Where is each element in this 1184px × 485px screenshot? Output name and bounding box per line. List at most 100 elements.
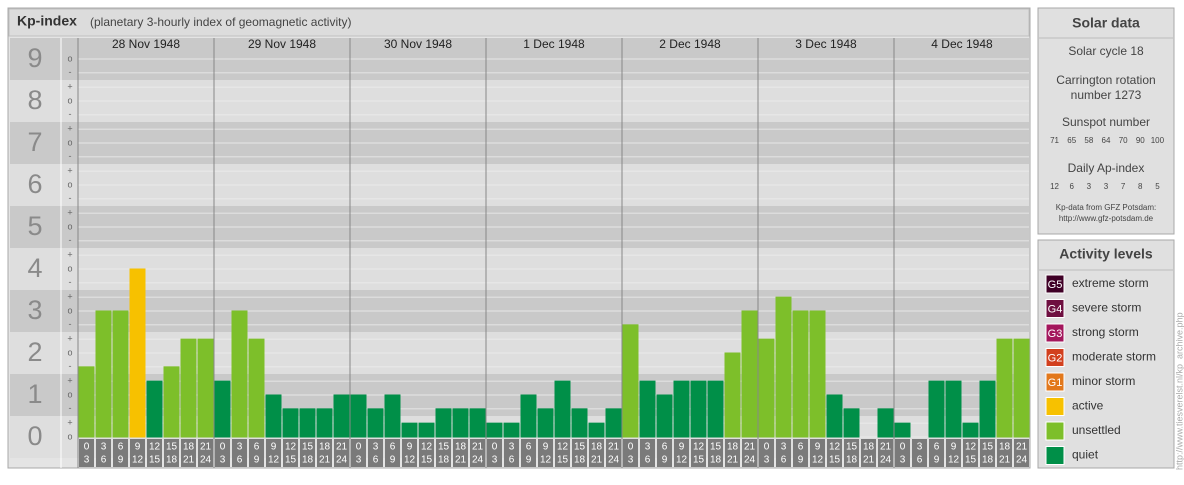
hour-label: 24	[200, 455, 212, 466]
bar	[741, 310, 758, 438]
bar	[401, 422, 418, 438]
legend-swatch	[1045, 299, 1065, 318]
hour-label: 18	[438, 455, 450, 466]
bar	[945, 380, 962, 438]
hour-label: 15	[302, 442, 314, 453]
hour-box	[691, 439, 706, 467]
bar	[673, 380, 690, 438]
hour-label: 15	[693, 455, 705, 466]
solar-value: 7	[1121, 182, 1126, 191]
bar	[95, 310, 112, 438]
hour-label: 3	[84, 455, 90, 466]
y-minor-label: +	[67, 250, 72, 260]
hour-label: 0	[764, 442, 770, 453]
hour-label: 12	[676, 455, 688, 466]
hour-label: 15	[965, 455, 977, 466]
hour-box	[470, 439, 485, 467]
hour-box	[555, 439, 570, 467]
legend-badge: G3	[1048, 328, 1063, 340]
hour-label: 0	[84, 442, 90, 453]
hour-label: 9	[543, 442, 549, 453]
y-tick-label: 5	[27, 211, 42, 241]
plot: 0123456789o+-o+-o+-o+-o+-o+-o+-o+-o+-o28…	[10, 37, 1030, 468]
bar	[724, 352, 741, 438]
hour-label: 9	[798, 455, 804, 466]
hour-box	[130, 439, 145, 467]
hour-box	[249, 439, 264, 467]
hour-label: 15	[166, 442, 178, 453]
hour-box	[742, 439, 757, 467]
levels-legend: G5 extreme storm G4 severe storm G3 strong st…	[1045, 274, 1156, 465]
y-tick-label: 0	[27, 421, 42, 451]
hour-label: 9	[390, 455, 396, 466]
hour-label: 18	[183, 442, 195, 453]
hour-label: 3	[917, 442, 923, 453]
hour-label: 15	[149, 455, 161, 466]
hour-label: 3	[373, 442, 379, 453]
solar-value: 6	[1069, 182, 1074, 191]
y-minor-label: +	[67, 334, 72, 344]
bar	[333, 394, 350, 438]
hour-label: 15	[438, 442, 450, 453]
hour-label: 21	[591, 455, 603, 466]
bar	[231, 310, 248, 438]
bar	[843, 408, 860, 438]
hour-label: 0	[492, 442, 498, 453]
hour-box	[164, 439, 179, 467]
bar	[214, 380, 231, 438]
hour-label: 6	[934, 442, 940, 453]
hour-label: 18	[710, 455, 722, 466]
hour-label: 0	[220, 442, 226, 453]
bar	[996, 338, 1013, 438]
bar	[112, 310, 129, 438]
hour-box	[861, 439, 876, 467]
hour-label: 21	[336, 442, 348, 453]
y-minor-label: +	[67, 292, 72, 302]
bar	[758, 338, 775, 438]
hour-box	[487, 439, 502, 467]
solar-value: 71	[1050, 136, 1059, 145]
hour-box	[79, 439, 94, 467]
bar	[537, 408, 554, 438]
legend-swatch	[1045, 323, 1065, 343]
hour-label: 9	[951, 442, 957, 453]
solar-value: 100	[1151, 136, 1165, 145]
hour-label: 21	[319, 455, 331, 466]
bar	[503, 422, 520, 438]
hour-box	[946, 439, 961, 467]
hour-label: 6	[917, 455, 923, 466]
chart-title: Kp-index	[17, 13, 77, 29]
hour-box	[266, 439, 281, 467]
source-text: Kp-data from GFZ Potsdam:	[1056, 203, 1156, 212]
hour-box	[232, 439, 247, 467]
solar-values: 71 65 58 64 70 90 100 12 6 3 3 7 8 5	[1050, 136, 1165, 191]
legend-badge: G4	[1048, 303, 1063, 315]
legend-badge: G1	[1048, 377, 1063, 389]
y-minor-label: o	[67, 95, 72, 105]
legend-label: strong storm	[1072, 325, 1139, 339]
hour-box	[113, 439, 128, 467]
hour-box	[215, 439, 230, 467]
solar-value: 90	[1136, 136, 1145, 145]
bar	[792, 310, 809, 438]
solar-value: 70	[1119, 136, 1128, 145]
hour-box	[317, 439, 332, 467]
carrington: Carrington rotation	[1056, 73, 1155, 87]
y-minor-label: +	[67, 376, 72, 386]
bar	[962, 422, 979, 438]
bar	[809, 310, 826, 438]
hour-box	[351, 439, 366, 467]
legend-label: active	[1072, 399, 1104, 413]
bar	[486, 422, 503, 438]
bar	[826, 394, 843, 438]
hour-box	[1014, 439, 1029, 467]
hour-label: 12	[268, 455, 280, 466]
bar	[690, 380, 707, 438]
y-minor-label: -	[69, 151, 72, 161]
hour-label: 9	[679, 442, 685, 453]
hour-box	[793, 439, 808, 467]
bar	[350, 394, 367, 438]
hour-label: 15	[574, 442, 586, 453]
hour-box	[453, 439, 468, 467]
hour-label: 3	[645, 442, 651, 453]
